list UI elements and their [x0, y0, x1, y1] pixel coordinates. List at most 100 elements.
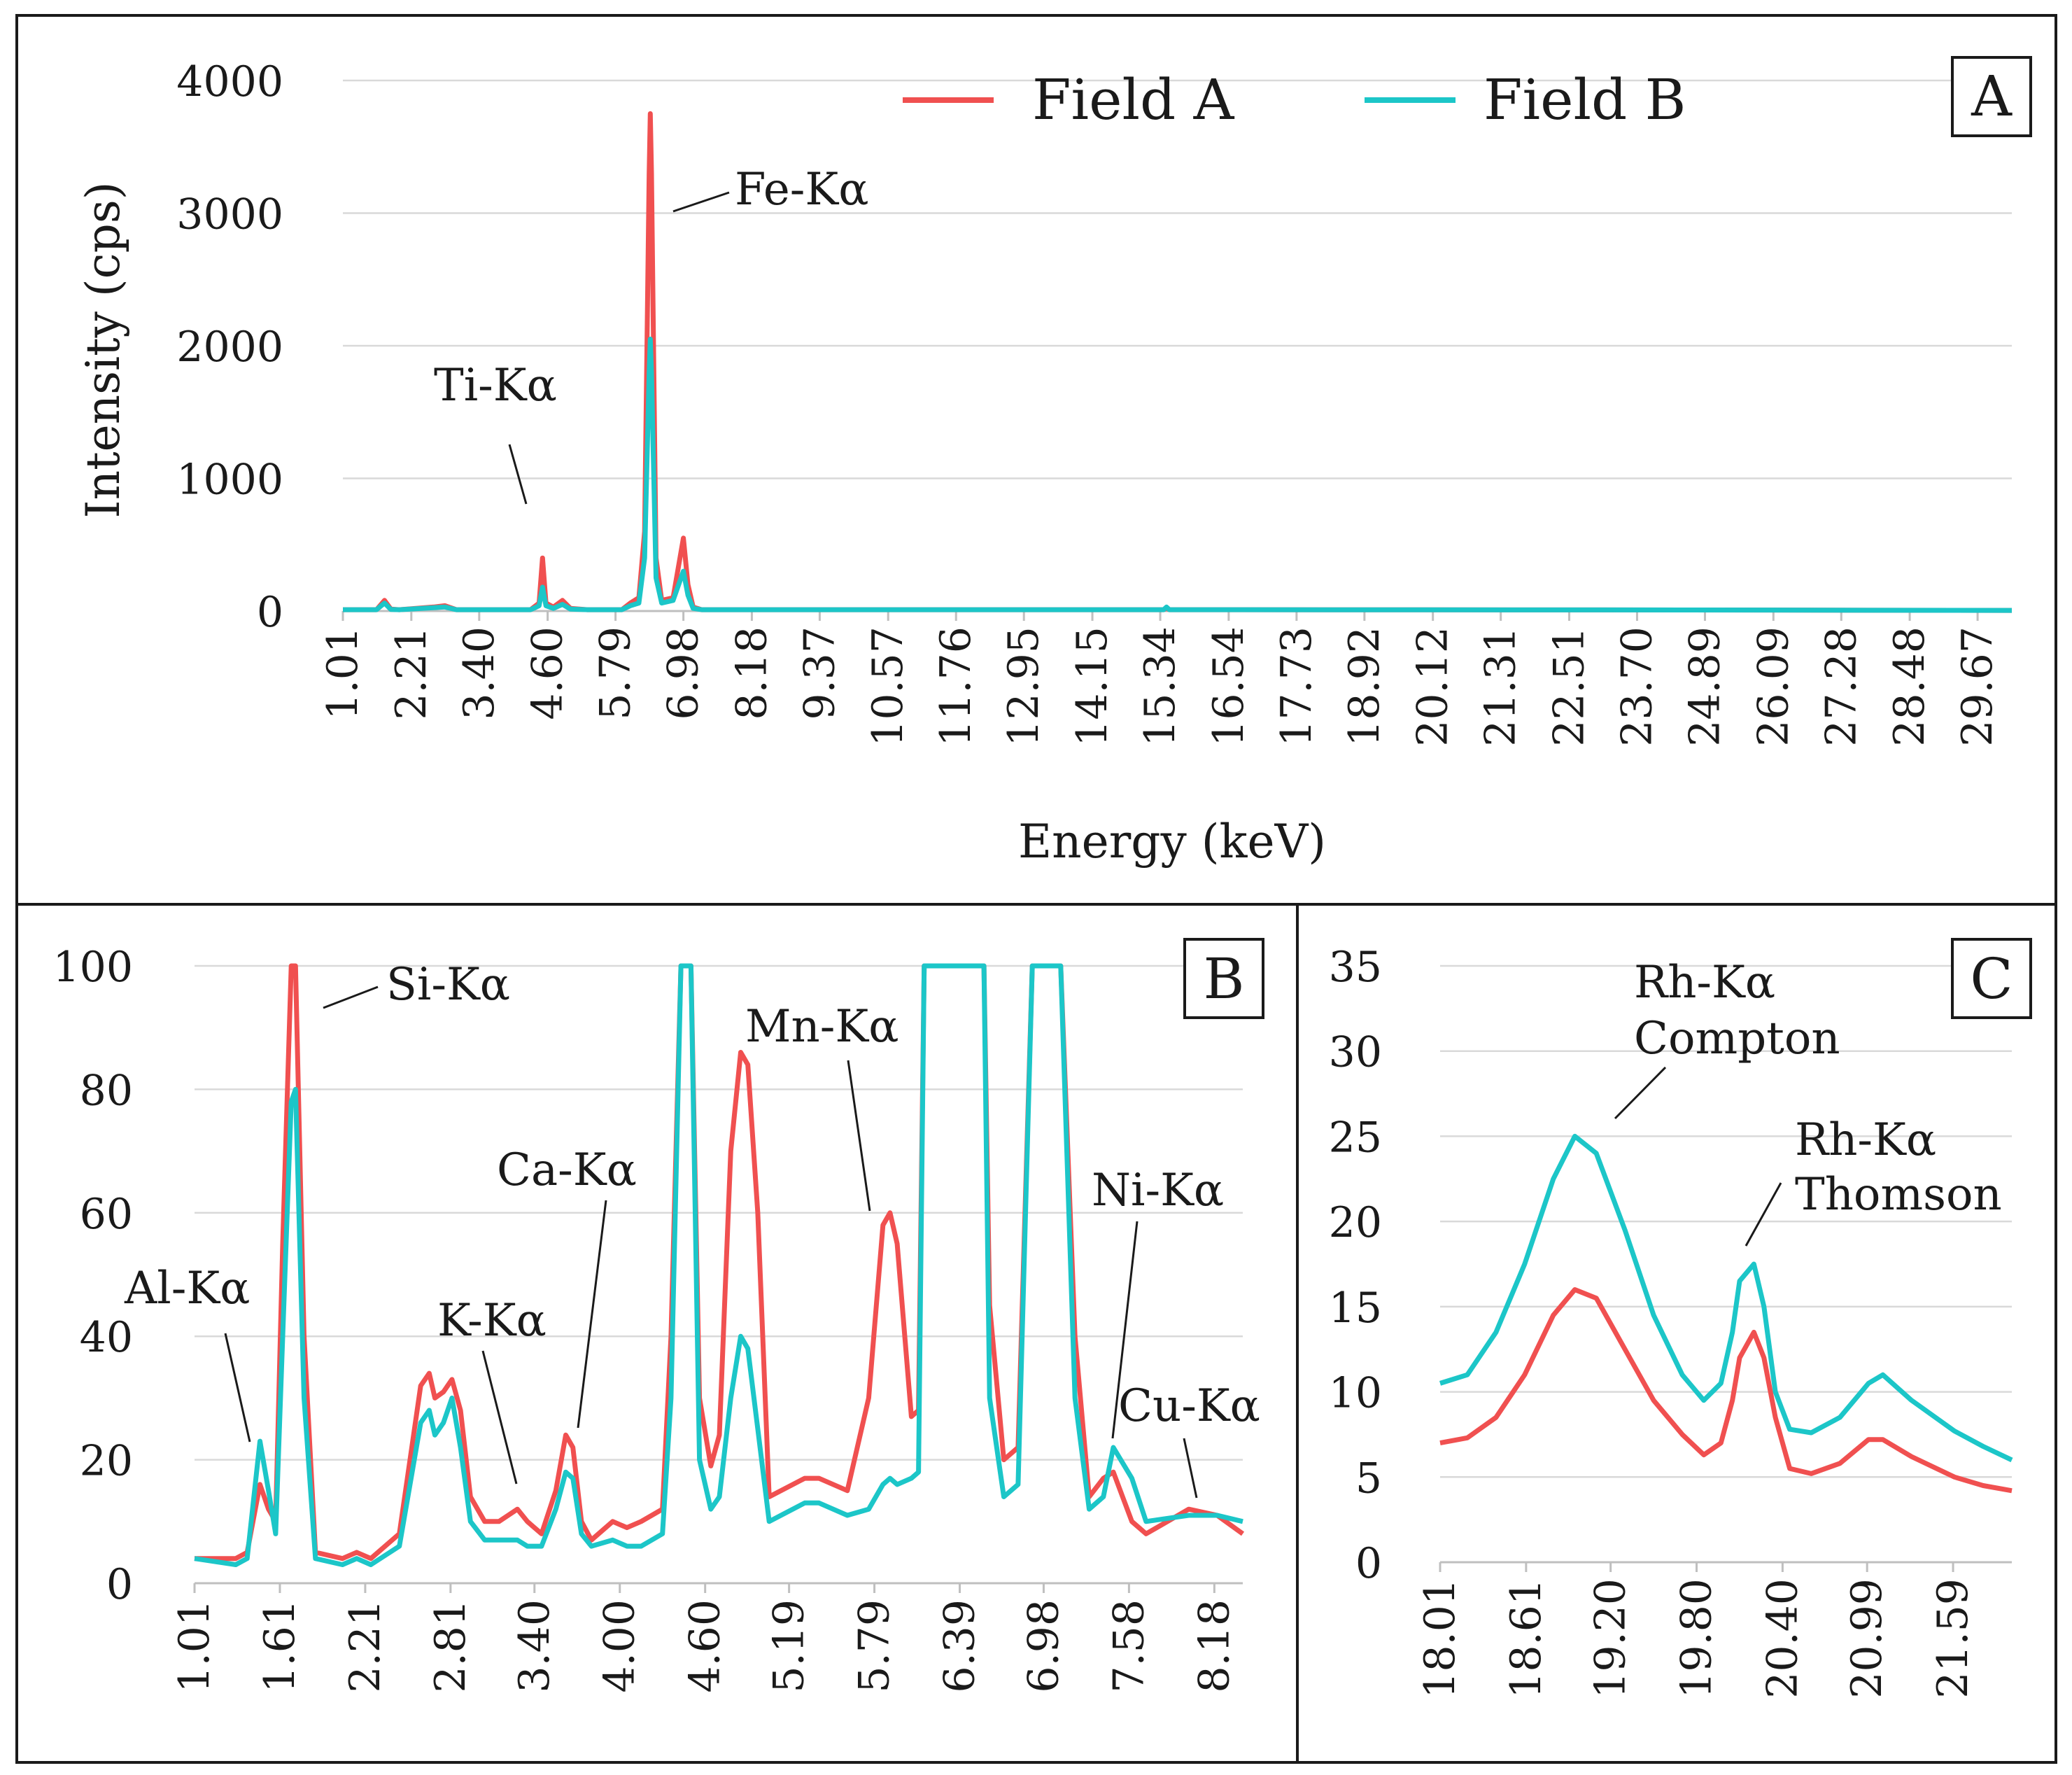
- panel-a-x-tick-label: 29.67: [1953, 626, 2002, 747]
- panel-a-x-tick-label: 11.76: [931, 626, 980, 747]
- panel-a-x-tick-label: 8.18: [727, 626, 776, 720]
- panel-b-x-tick-label: 1.61: [255, 1599, 304, 1693]
- panel-c-x-tick-label: 18.01: [1416, 1578, 1465, 1699]
- panel-b-y-tick-label: 20: [80, 1437, 133, 1486]
- panel-b-x-tick-labels: 1.01 1.61 2.21 2.81 3.40 4.00 4.60 5.19 5.79 6.39…: [170, 1599, 1239, 1693]
- annotation-rh-ka-compton-leader: [1614, 1066, 1667, 1120]
- panel-c-y-tick-labels: 0 5 10 15 20 25 30 35: [1329, 943, 1382, 1588]
- panel-c-y-tick-label: 35: [1329, 943, 1382, 992]
- panel-b-x-tick-label: 6.39: [936, 1599, 985, 1693]
- annotation-mn-ka: Mn-Kα: [745, 1001, 898, 1053]
- annotation-ca-ka: Ca-Kα: [497, 1144, 637, 1196]
- panel-c-x-tick-labels: 18.01 18.61 19.20 19.80 20.40 20.99 21.59: [1416, 1578, 1978, 1699]
- panel-b-x-tick-label: 4.60: [681, 1599, 730, 1693]
- panel-c-series-field-b-line: [1439, 1133, 2013, 1463]
- panel-b-y-tick-labels: 0 20 40 60 80 100: [52, 943, 133, 1609]
- annotation-ti-ka-leader: [508, 444, 528, 505]
- annotation-ni-ka: Ni-Kα: [1092, 1165, 1224, 1216]
- annotation-mn-ka-leader: [847, 1060, 871, 1212]
- panel-c-y-tick-label: 25: [1329, 1113, 1382, 1162]
- panel-a-x-tick-label: 4.60: [523, 626, 572, 720]
- panel-c-x-tick-label: 19.80: [1672, 1578, 1721, 1699]
- annotation-ni-ka-leader: [1111, 1221, 1139, 1439]
- panel-a-x-tick-label: 15.34: [1136, 626, 1185, 747]
- panel-c-series-field-a-line: [1439, 1287, 2013, 1494]
- panel-c-y-tick-label: 30: [1329, 1028, 1382, 1077]
- panel-b-label: B: [1204, 946, 1245, 1011]
- panel-a-x-tick-label: 12.95: [999, 626, 1048, 747]
- panel-a-y-tick-label: 2000: [176, 323, 283, 372]
- panel-c-x-tick-label: 18.61: [1502, 1578, 1551, 1699]
- panel-a-label: A: [1971, 64, 2013, 129]
- panel-a-gridlines: [341, 79, 2012, 621]
- panel-a-x-tick-label: 22.51: [1544, 626, 1593, 747]
- panel-a-x-tick-label: 2.21: [387, 626, 436, 720]
- panel-a-x-tick-label: 1.01: [318, 626, 367, 720]
- panel-a-x-tick-label: 18.92: [1340, 626, 1389, 747]
- panel-c-y-tick-label: 5: [1355, 1454, 1382, 1503]
- panel-c-y-tick-label: 15: [1329, 1284, 1382, 1333]
- panel-b-x-tick-label: 2.21: [341, 1599, 390, 1693]
- legend: Field A Field B: [903, 67, 1686, 132]
- annotation-fe-ka: Fe-Kα: [735, 164, 868, 216]
- panel-a-x-tick-label: 5.79: [591, 626, 640, 720]
- panel-a-x-axis-title: Energy (keV): [1018, 815, 1326, 869]
- panel-b-x-tick-label: 3.40: [510, 1599, 559, 1693]
- annotation-rh-ka-thomson-line2: Thomson: [1795, 1169, 2002, 1221]
- panel-b: 0 20 40 60 80 100 1.01 1.61 2.21 2.81 3.40 4.00 4.6…: [52, 938, 1264, 1693]
- panel-a-y-tick-label: 4000: [176, 57, 283, 106]
- panel-a-label-box: [1951, 56, 2032, 137]
- panel-a: 0 1000 2000 3000 4000 1.01 2.21 3.40 4.60 5.79 6.…: [76, 56, 2032, 869]
- panel-a-x-tick-label: 6.98: [659, 626, 708, 720]
- panel-c-label: C: [1970, 946, 2013, 1011]
- panel-b-x-tick-label: 6.98: [1019, 1599, 1068, 1693]
- annotation-ti-ka: Ti-Kα: [434, 360, 557, 412]
- panel-a-x-tick-labels: 1.01 2.21 3.40 4.60 5.79 6.98 8.18 9.37 10.57 11.…: [318, 626, 2002, 747]
- panel-b-y-tick-label: 80: [80, 1066, 133, 1115]
- annotation-ca-ka-leader: [577, 1200, 607, 1429]
- panel-a-x-tick-label: 20.12: [1409, 626, 1458, 747]
- annotation-cu-ka-leader: [1183, 1438, 1198, 1499]
- panel-a-x-tick-label: 27.28: [1817, 626, 1866, 747]
- panel-c-y-tick-label: 10: [1329, 1369, 1382, 1418]
- legend-label-field-a: Field A: [1032, 67, 1235, 132]
- panel-b-y-tick-label: 0: [106, 1560, 133, 1609]
- panel-b-label-box: [1183, 938, 1264, 1019]
- panel-a-y-axis-title: Intensity (cps): [76, 181, 130, 518]
- panel-a-frame: [15, 14, 2057, 906]
- panel-c-x-tick-label: 20.99: [1842, 1578, 1891, 1699]
- annotation-rh-ka-thomson-line1: Rh-Kα: [1795, 1114, 1936, 1166]
- panel-a-x-tick-label: 17.73: [1272, 626, 1321, 747]
- annotation-fe-ka-leader: [672, 191, 730, 213]
- panel-a-x-tick-label: 23.70: [1612, 626, 1661, 747]
- panel-a-x-tick-label: 9.37: [795, 626, 844, 720]
- panel-b-x-tick-label: 2.81: [426, 1599, 475, 1693]
- panel-b-series-field-b-line: [194, 963, 1243, 1567]
- panel-a-x-tick-label: 26.09: [1749, 626, 1798, 747]
- annotation-rh-ka-compton-line1: Rh-Kα: [1634, 957, 1775, 1009]
- panel-a-x-tick-label: 16.54: [1204, 626, 1253, 747]
- panel-a-x-tick-label: 10.57: [864, 626, 912, 747]
- panel-a-series-field-a-line: [343, 111, 2013, 613]
- panel-a-y-tick-label: 1000: [176, 456, 283, 505]
- panel-a-x-tick-label: 24.89: [1680, 626, 1729, 747]
- annotation-rh-ka-thomson-leader: [1745, 1182, 1782, 1247]
- panel-b-x-tick-label: 5.79: [850, 1599, 899, 1693]
- panel-c-frame: [1296, 903, 2057, 1764]
- annotation-si-ka-leader: [323, 985, 379, 1009]
- panel-b-x-tick-label: 7.58: [1104, 1599, 1153, 1693]
- panel-c-x-tick-label: 20.40: [1758, 1578, 1807, 1699]
- panel-b-x-tick-label: 4.00: [595, 1599, 644, 1693]
- annotation-cu-ka: Cu-Kα: [1118, 1380, 1260, 1432]
- panel-c-y-tick-label: 20: [1329, 1198, 1382, 1247]
- panel-a-x-tick-label: 28.48: [1885, 626, 1934, 747]
- annotation-k-ka: K-Kα: [437, 1295, 547, 1347]
- panel-b-x-tick-label: 8.18: [1190, 1599, 1239, 1693]
- panel-c-x-tick-label: 21.59: [1929, 1578, 1978, 1699]
- annotation-si-ka: Si-Kα: [386, 959, 510, 1011]
- panel-b-x-tick-label: 1.01: [170, 1599, 219, 1693]
- panel-c: 0 5 10 15 20 25 30 35 18.01 18.61 19.20 19.80 20.40…: [1329, 938, 2032, 1699]
- panel-a-y-tick-label: 3000: [176, 190, 283, 239]
- panel-a-y-tick-labels: 0 1000 2000 3000 4000: [176, 57, 283, 637]
